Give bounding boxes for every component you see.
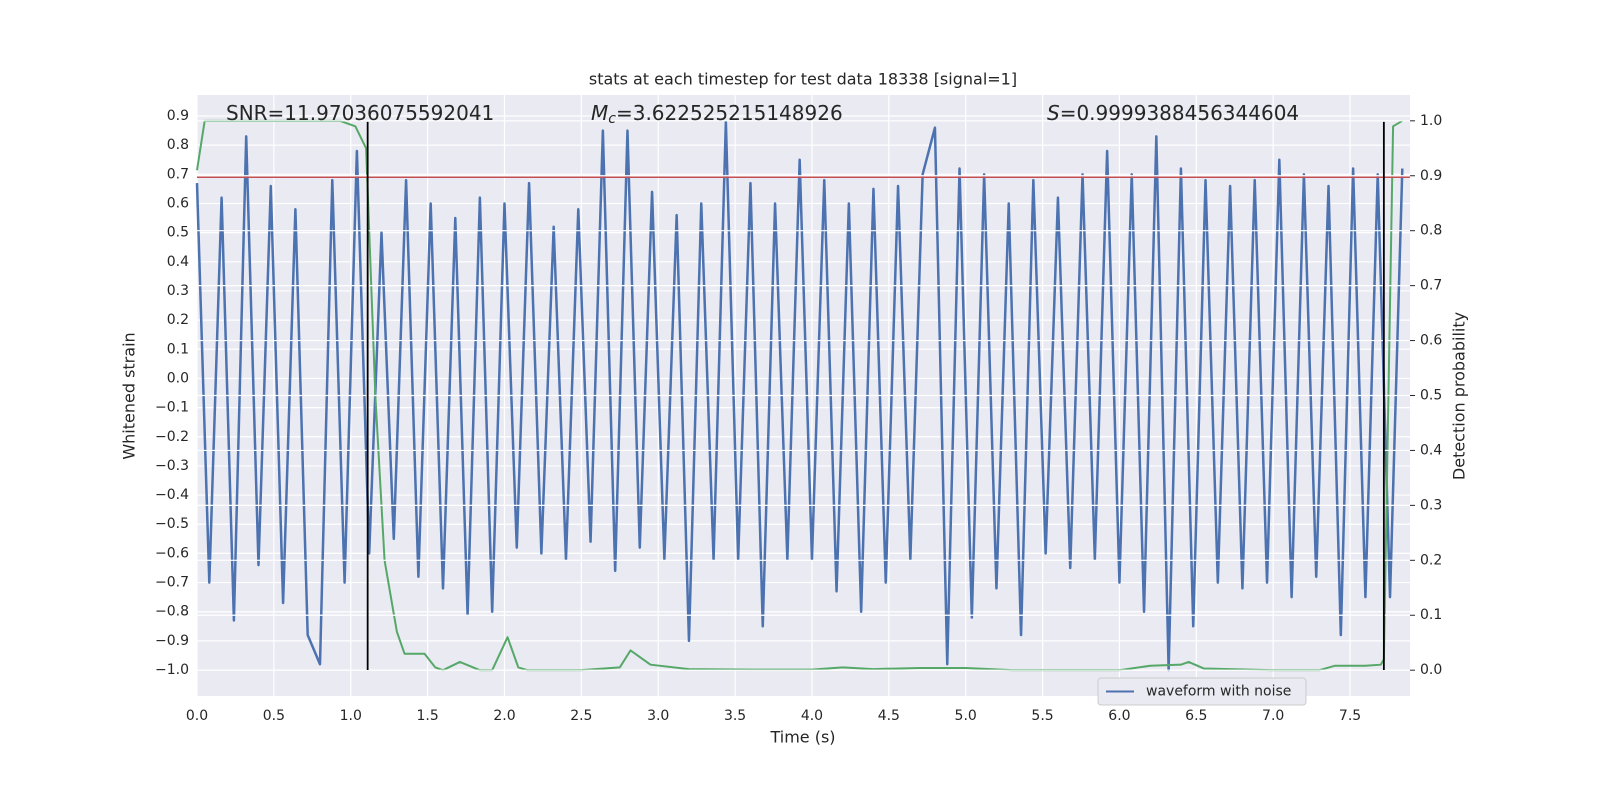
y-tick-label: −0.4: [155, 487, 189, 503]
annotation-symbol: M: [591, 101, 608, 125]
x-tick-label: 0.5: [263, 708, 285, 724]
chart-title: stats at each timestep for test data 183…: [589, 70, 1017, 89]
y2-tick-label: 1.0: [1420, 113, 1442, 129]
y-tick-label: 0.1: [167, 341, 189, 357]
y-tick-label: −0.8: [155, 604, 189, 620]
y2-tick-label: 0.6: [1420, 333, 1442, 349]
annotation-text: =0.9999388456344604: [1060, 101, 1299, 125]
y-tick-label: −1.0: [155, 662, 189, 678]
x-tick-label: 6.0: [1108, 708, 1130, 724]
y2-tick-label: 0.7: [1420, 278, 1442, 294]
y-tick-label: −0.7: [155, 575, 189, 591]
x-tick-label: 4.0: [801, 708, 823, 724]
x-tick-label: 7.5: [1339, 708, 1361, 724]
y-tick-label: 0.4: [167, 254, 189, 270]
x-tick-label: 3.5: [724, 708, 746, 724]
x-tick-label: 7.0: [1262, 708, 1284, 724]
annotation-text: =3.622525215148926: [616, 101, 843, 125]
x-tick-label: 1.5: [416, 708, 438, 724]
y-tick-label: 0.9: [167, 108, 189, 124]
y-tick-label: −0.2: [155, 429, 189, 445]
y-tick-label: 0.3: [167, 283, 189, 299]
x-tick-label: 2.0: [493, 708, 515, 724]
x-tick-label: 3.0: [647, 708, 669, 724]
x-tick-label: 2.5: [570, 708, 592, 724]
y2-tick-label: 0.9: [1420, 168, 1442, 184]
waveform-line: [195, 120, 1404, 672]
y-tick-label: −0.3: [155, 458, 189, 474]
y-tick-label: 0.2: [167, 312, 189, 328]
y-tick-label: −0.5: [155, 516, 189, 532]
y2-axis-label: Detection probability: [1450, 312, 1469, 480]
y2-tick-label: 0.4: [1420, 442, 1442, 458]
y2-tick-label: 0.5: [1420, 388, 1442, 404]
x-tick-label: 5.0: [955, 708, 977, 724]
y2-tick-label: 0.2: [1420, 552, 1442, 568]
y-tick-label: 0.0: [167, 370, 189, 386]
annotation: Mc=3.622525215148926: [591, 101, 843, 128]
y-axis-label: Whitened strain: [120, 332, 139, 459]
y-tick-label: −0.1: [155, 400, 189, 416]
y-tick-label: −0.6: [155, 545, 189, 561]
x-tick-label: 5.5: [1031, 708, 1053, 724]
y-tick-label: 0.8: [167, 137, 189, 153]
annotation-subscript: c: [608, 111, 616, 127]
x-tick-label: 4.5: [878, 708, 900, 724]
legend-box: [1097, 677, 1307, 706]
annotation-symbol: S: [1047, 101, 1060, 125]
annotation: S=0.9999388456344604: [1047, 101, 1299, 125]
x-axis-label: Time (s): [769, 728, 835, 747]
y2-tick-label: 0.8: [1420, 223, 1442, 239]
y-tick-label: 0.5: [167, 225, 189, 241]
x-tick-label: 0.0: [186, 708, 208, 724]
legend-label: waveform with noise: [1146, 684, 1291, 700]
x-tick-label: 1.0: [340, 708, 362, 724]
y2-tick-label: 0.1: [1420, 607, 1442, 623]
y2-tick-label: 0.0: [1420, 662, 1442, 678]
y2-tick-label: 0.3: [1420, 497, 1442, 513]
y-tick-label: 0.6: [167, 195, 189, 211]
y-tick-label: −0.9: [155, 633, 189, 649]
x-tick-label: 6.5: [1185, 708, 1207, 724]
y-tick-label: 0.7: [167, 166, 189, 182]
annotation: SNR=11.97036075592041: [226, 101, 494, 125]
annotation-text: SNR=11.97036075592041: [226, 101, 494, 125]
